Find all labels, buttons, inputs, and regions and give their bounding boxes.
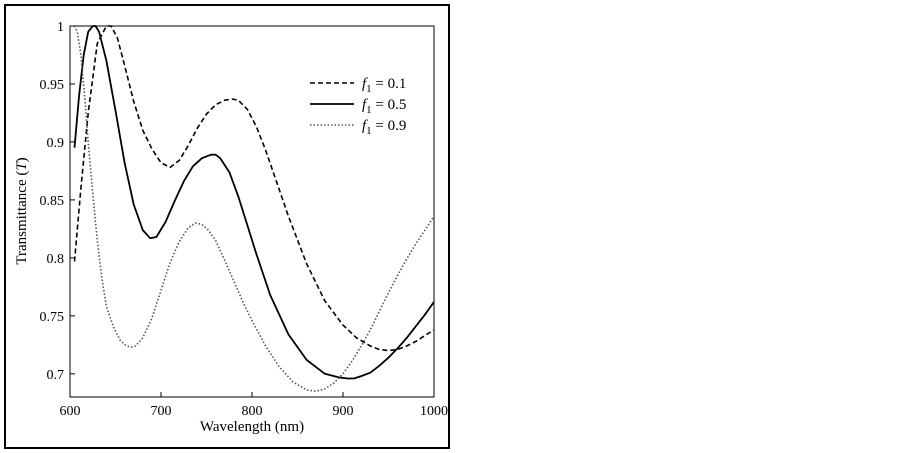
legend: f1 = 0.1 f1 = 0.5 f1 = 0.9 [310,76,406,137]
y-axis-label-prefix: Transmittance ( [14,171,30,265]
y-tick-label: 0.9 [47,136,65,151]
series-layer [73,25,435,392]
x-axis-ticks: 600 700 800 900 1000 [60,392,448,419]
x-tick-label: 1000 [420,404,448,419]
y-tick-label: 0.85 [40,194,65,209]
y-tick-label: 0.95 [40,78,65,93]
figure-frame: 600 700 800 900 1000 0.7 0.75 0.8 0.85 0.9 0.95 1 … [4,4,450,449]
series-line-dashed [73,25,435,352]
y-axis-label-symbol: T [14,161,30,171]
legend-entry: f1 = 0.5 [362,97,406,116]
x-tick-label: 700 [151,404,172,419]
y-tick-label: 0.7 [47,368,65,383]
series-line-solid [73,25,435,380]
y-tick-label: 0.8 [47,252,65,267]
x-tick-label: 900 [333,404,354,419]
series-line-dotted [73,25,435,392]
transmittance-chart: 600 700 800 900 1000 0.70.750.80.850.90.951 … [14,20,448,435]
x-tick-label: 600 [60,404,81,419]
legend-entry: f1 = 0.1 [362,76,406,95]
y-tick-label: 0.75 [40,310,65,325]
x-axis-label: Wavelength (nm) [200,419,304,435]
legend-entry: f1 = 0.9 [362,118,406,137]
y-axis-label: Transmittance (T) [14,157,30,264]
y-axis-label-suffix: ) [14,157,30,162]
x-tick-label: 800 [242,404,263,419]
y-tick-label: 1 [57,20,64,35]
